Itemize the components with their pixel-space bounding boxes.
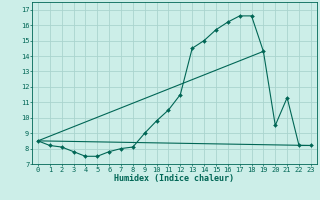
X-axis label: Humidex (Indice chaleur): Humidex (Indice chaleur) [115, 174, 234, 183]
